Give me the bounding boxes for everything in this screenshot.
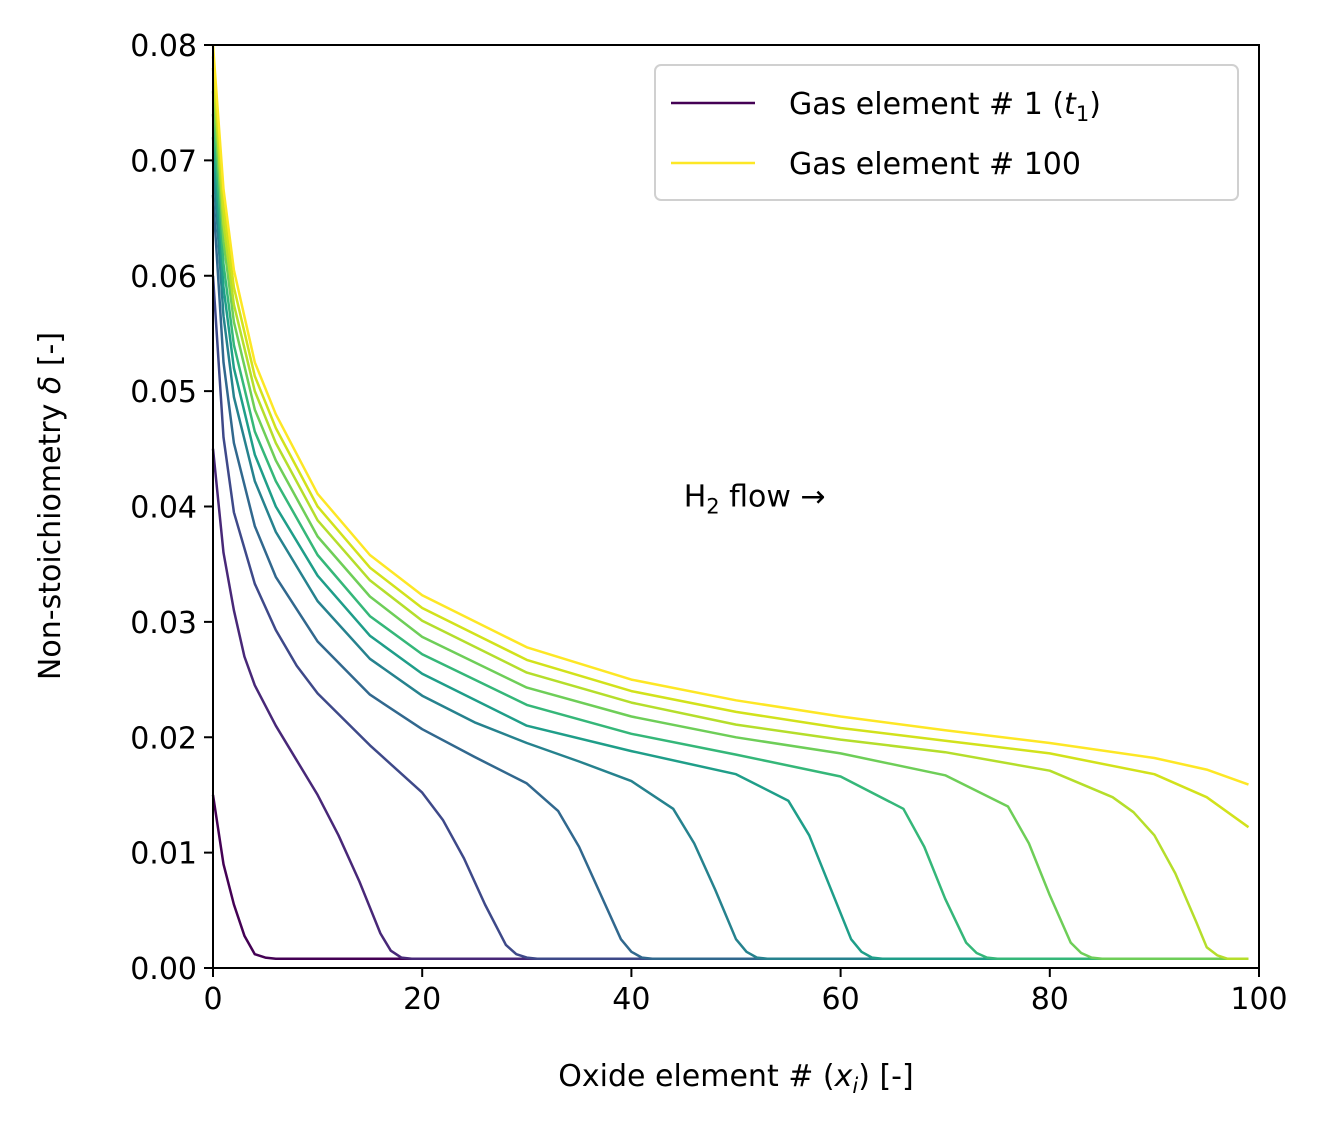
series-line-7 [211, 114, 1249, 961]
series-line-3 [211, 275, 1249, 961]
series-line-2 [211, 448, 1249, 961]
series-line-9 [211, 68, 1249, 961]
y-tick-label: 0.00 [130, 952, 197, 987]
series-line-6 [211, 137, 1249, 961]
x-tick-label: 0 [203, 982, 222, 1017]
legend-label-gas-1: Gas element # 1 (t1) [789, 87, 1101, 126]
series-line-11 [211, 44, 1249, 786]
x-tick-label: 40 [612, 982, 650, 1017]
x-axis-ticks: 0 20 40 60 80 100 [203, 968, 1288, 1017]
legend-label-gas-100: Gas element # 100 [789, 147, 1081, 182]
legend-box [654, 64, 1239, 201]
y-tick-label: 0.07 [130, 144, 197, 179]
legend: Gas element # 1 (t1) Gas element # 100 [654, 64, 1239, 201]
h2-flow-annotation: H2 flow → [684, 480, 826, 519]
series-lines [211, 44, 1250, 961]
y-tick-label: 0.01 [130, 837, 197, 872]
y-tick-label: 0.04 [130, 491, 197, 526]
x-tick-label: 80 [1031, 982, 1069, 1017]
series-line-10 [211, 56, 1250, 829]
y-tick-label: 0.02 [130, 721, 197, 756]
y-tick-label: 0.06 [130, 260, 197, 295]
y-tick-label: 0.08 [130, 29, 197, 64]
x-tick-label: 20 [403, 982, 441, 1017]
series-line-4 [211, 194, 1249, 961]
y-axis-label: Non-stoichiometry δ [-] [33, 332, 68, 680]
x-axis-label: Oxide element # (xi) [-] [558, 1059, 913, 1098]
series-line-1 [211, 794, 1249, 961]
y-tick-label: 0.03 [130, 606, 197, 641]
y-axis-ticks: 0.00 0.01 0.02 0.03 0.04 0.05 0.06 0.07 0.08 [130, 29, 213, 987]
series-line-8 [211, 91, 1249, 961]
x-tick-label: 100 [1230, 982, 1287, 1017]
series-line-5 [211, 160, 1249, 961]
x-tick-label: 60 [822, 982, 860, 1017]
y-tick-label: 0.05 [130, 375, 197, 410]
